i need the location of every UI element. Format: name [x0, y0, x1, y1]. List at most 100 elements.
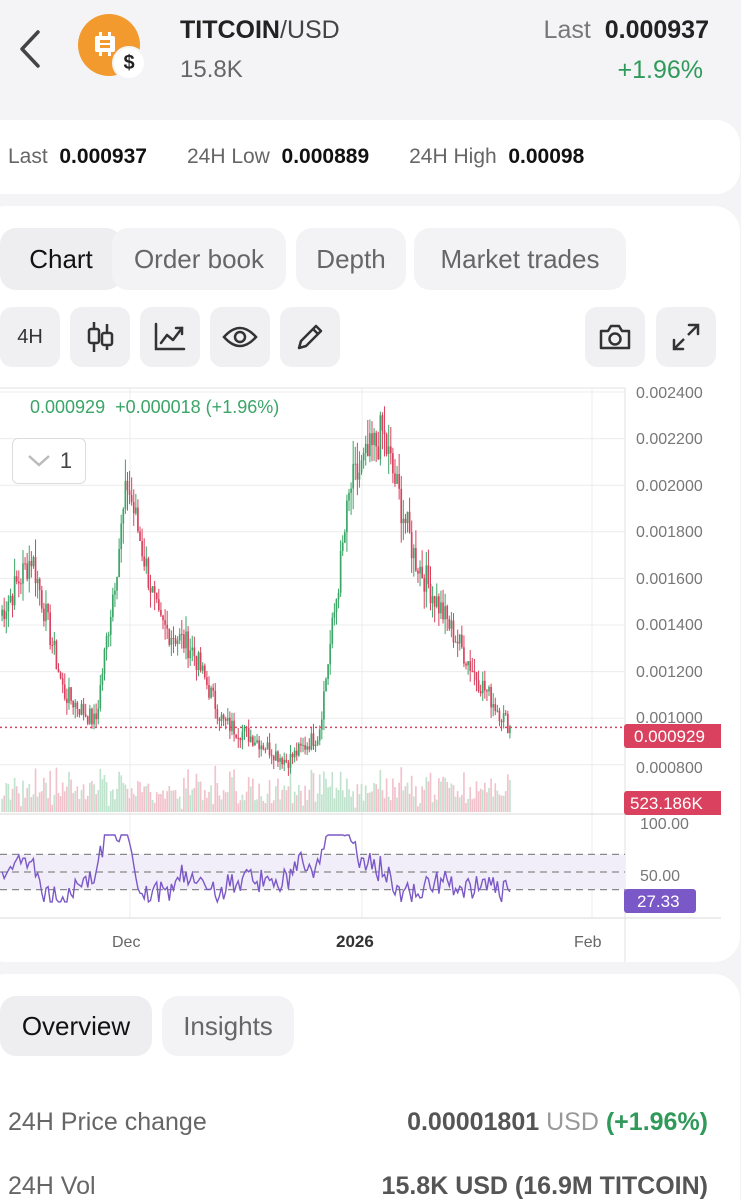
- volume-bar: [467, 798, 469, 812]
- volume-bar: [333, 798, 336, 812]
- volume-bar: [229, 771, 231, 812]
- volume-bar: [38, 792, 41, 812]
- volume-bar: [72, 793, 74, 812]
- volume-bar: [408, 793, 411, 812]
- candle: [479, 691, 482, 694]
- volume-bar: [277, 778, 279, 812]
- candle: [450, 620, 453, 629]
- volume-label: 24H Vol: [8, 1172, 96, 1200]
- candle: [109, 616, 112, 635]
- candle: [410, 532, 413, 559]
- screenshot-button[interactable]: [585, 307, 645, 367]
- volume-bar: [185, 788, 187, 812]
- volume-bars: [1, 765, 511, 812]
- volume-bar: [268, 780, 271, 812]
- candlestick-button[interactable]: [70, 307, 130, 367]
- volume-bar: [383, 798, 386, 812]
- candle: [419, 566, 421, 574]
- candle: [97, 708, 100, 720]
- candle: [155, 592, 158, 600]
- volume-bar: [293, 791, 296, 812]
- candle: [483, 680, 486, 691]
- volume-bar: [371, 791, 373, 812]
- volume-bar: [193, 787, 196, 812]
- candle: [435, 596, 438, 607]
- candle: [452, 620, 455, 643]
- candle: [496, 710, 499, 712]
- volume-bar: [504, 791, 507, 812]
- candle: [47, 603, 49, 613]
- volume-bar: [281, 789, 283, 812]
- period-selector[interactable]: 1: [12, 438, 86, 484]
- volume-bar: [352, 791, 355, 812]
- volume-bar: [406, 782, 409, 812]
- candle: [222, 714, 225, 719]
- candle: [66, 698, 68, 704]
- indicator-button[interactable]: [140, 307, 200, 367]
- volume-bar: [327, 787, 329, 812]
- candle: [270, 755, 273, 757]
- volume-bar: [350, 796, 352, 812]
- draw-button[interactable]: [280, 307, 340, 367]
- candle: [335, 599, 338, 613]
- volume-bar: [412, 796, 415, 812]
- x-tick: Feb: [574, 934, 602, 951]
- volume-bar: [285, 790, 288, 812]
- candle: [506, 713, 509, 734]
- tab-market-trades[interactable]: Market trades: [414, 228, 626, 290]
- candle: [195, 656, 198, 670]
- candle: [212, 687, 214, 691]
- candle: [36, 578, 39, 584]
- interval-button[interactable]: 4H: [0, 307, 60, 367]
- candle: [302, 745, 304, 747]
- candle: [5, 611, 8, 620]
- candle: [30, 561, 33, 567]
- volume-bar: [335, 787, 338, 812]
- candle: [231, 720, 233, 732]
- volume-bar: [55, 767, 58, 812]
- candle: [500, 721, 503, 723]
- volume-bar: [256, 799, 258, 812]
- volume-bar: [298, 784, 300, 812]
- candle: [206, 677, 208, 686]
- volume-bar: [343, 797, 346, 812]
- view-button[interactable]: [210, 307, 270, 367]
- candle: [442, 602, 444, 620]
- tab-depth[interactable]: Depth: [296, 228, 406, 290]
- candle: [362, 453, 365, 461]
- volume-bar: [465, 802, 467, 812]
- fullscreen-button[interactable]: [656, 307, 716, 367]
- volume-bar: [381, 790, 384, 812]
- candle: [412, 547, 415, 559]
- current-price-tag-label: 0.000929: [634, 727, 705, 746]
- volume-bar: [139, 782, 141, 812]
- price-tick: 0.001000: [636, 710, 703, 727]
- volume-bar: [358, 794, 361, 812]
- candle: [93, 713, 95, 725]
- rsi-tick: 100.00: [640, 816, 689, 833]
- volume-bar: [308, 789, 311, 812]
- candle: [394, 473, 396, 484]
- candle: [423, 577, 426, 592]
- tab-insights[interactable]: Insights: [162, 996, 294, 1056]
- back-arrow-icon[interactable]: [14, 26, 50, 72]
- candle: [63, 684, 66, 699]
- volume-bar: [162, 790, 164, 812]
- volume-bar: [291, 803, 294, 812]
- tab-overview[interactable]: Overview: [0, 996, 152, 1056]
- volume-bar: [312, 773, 315, 812]
- candle: [262, 745, 265, 750]
- price-chart[interactable]: 0.002400 0.002200 0.002000 0.001800 0.00…: [0, 385, 721, 965]
- candle: [126, 480, 129, 491]
- volume-bar: [15, 786, 18, 812]
- tab-chart[interactable]: Chart: [0, 228, 122, 290]
- candle: [289, 754, 292, 768]
- candle: [471, 670, 474, 672]
- candle: [396, 474, 398, 484]
- candle: [504, 713, 507, 715]
- candle: [95, 713, 97, 720]
- volume-bar: [458, 797, 461, 812]
- volume-bar: [247, 777, 250, 812]
- candle: [17, 581, 20, 584]
- tab-order-book[interactable]: Order book: [112, 228, 286, 290]
